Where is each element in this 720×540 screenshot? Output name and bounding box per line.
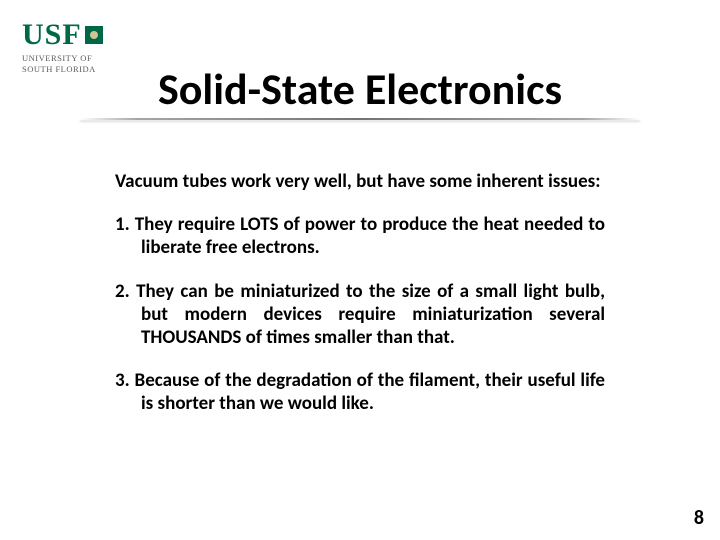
intro-paragraph: Vacuum tubes work very well, but have so… [115,170,605,193]
point-1: 1. They require LOTS of power to produce… [115,213,605,259]
slide-title: Solid-State Electronics [158,62,562,118]
point-2: 2. They can be miniaturized to the size … [115,280,605,350]
title-underline [80,118,640,120]
logo-text: USF [22,18,82,52]
page-number: 8 [694,506,704,530]
point-3: 3. Because of the degradation of the fil… [115,369,605,415]
logo-row: USF [22,18,122,52]
slide: USF UNIVERSITY OF SOUTH FLORIDA Solid-St… [0,0,720,540]
title-block: Solid-State Electronics [0,62,720,120]
body-content: Vacuum tubes work very well, but have so… [115,170,605,435]
logo-mark-icon [85,26,103,44]
